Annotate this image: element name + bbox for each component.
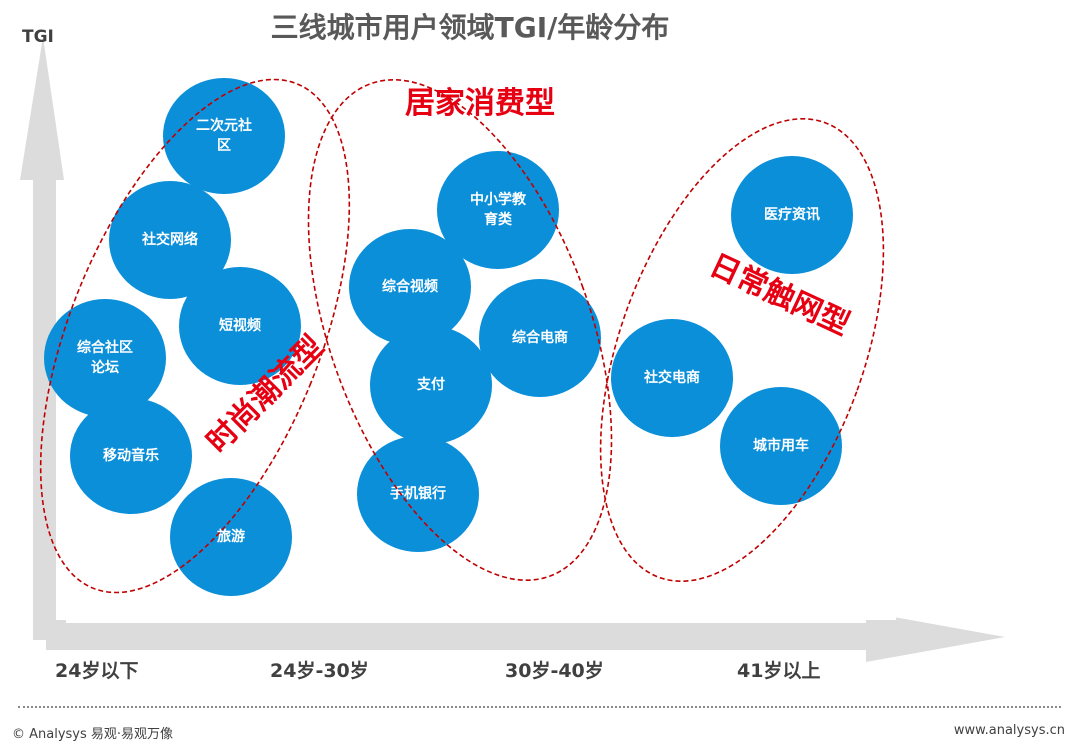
bubble-mobile-music: 移动音乐: [70, 398, 192, 514]
footer-website: www.analysys.cn: [953, 723, 1065, 738]
bubble-payment: 支付: [370, 326, 492, 444]
footer-copyright: © Analysys 易观·易观万像: [12, 727, 174, 742]
bubble-mobile-banking: 手机银行: [357, 436, 479, 552]
x-axis-arrowhead: [866, 612, 1005, 662]
footer-divider: [18, 706, 1061, 708]
x-axis-label-under24: 24岁以下: [55, 660, 139, 682]
y-axis-label: TGI: [22, 27, 54, 47]
x-axis-label-over41: 41岁以上: [737, 660, 821, 682]
y-axis-arrow: [20, 37, 66, 640]
bubble-travel: 旅游: [170, 478, 292, 596]
outline-fashion: [39, 78, 351, 594]
chart-title: 三线城市用户领域TGI/年龄分布: [270, 11, 670, 44]
x-axis-label-24-30: 24岁-30岁: [270, 660, 369, 682]
bubble-erciyuan: 二次元社 区: [163, 78, 285, 194]
bubble-forum: 综合社区 论坛: [44, 299, 166, 417]
bubble-medical-info: 医疗资讯: [731, 156, 853, 274]
bubble-k12-education: 中小学教 育类: [437, 151, 559, 269]
bubble-social-ecommerce: 社交电商: [611, 319, 733, 437]
bubble-city-ride: 城市用车: [720, 387, 842, 505]
outline-daily: [599, 117, 885, 583]
bubble-general-video: 综合视频: [349, 229, 471, 345]
group-label-home: 居家消费型: [405, 86, 555, 121]
x-axis-bar: [46, 623, 868, 650]
bubble-general-ecommerce: 综合电商: [479, 279, 601, 397]
bubble-short-video: 短视频: [179, 267, 301, 385]
outline-home: [307, 79, 613, 581]
x-axis-label-30-40: 30岁-40岁: [505, 660, 604, 682]
